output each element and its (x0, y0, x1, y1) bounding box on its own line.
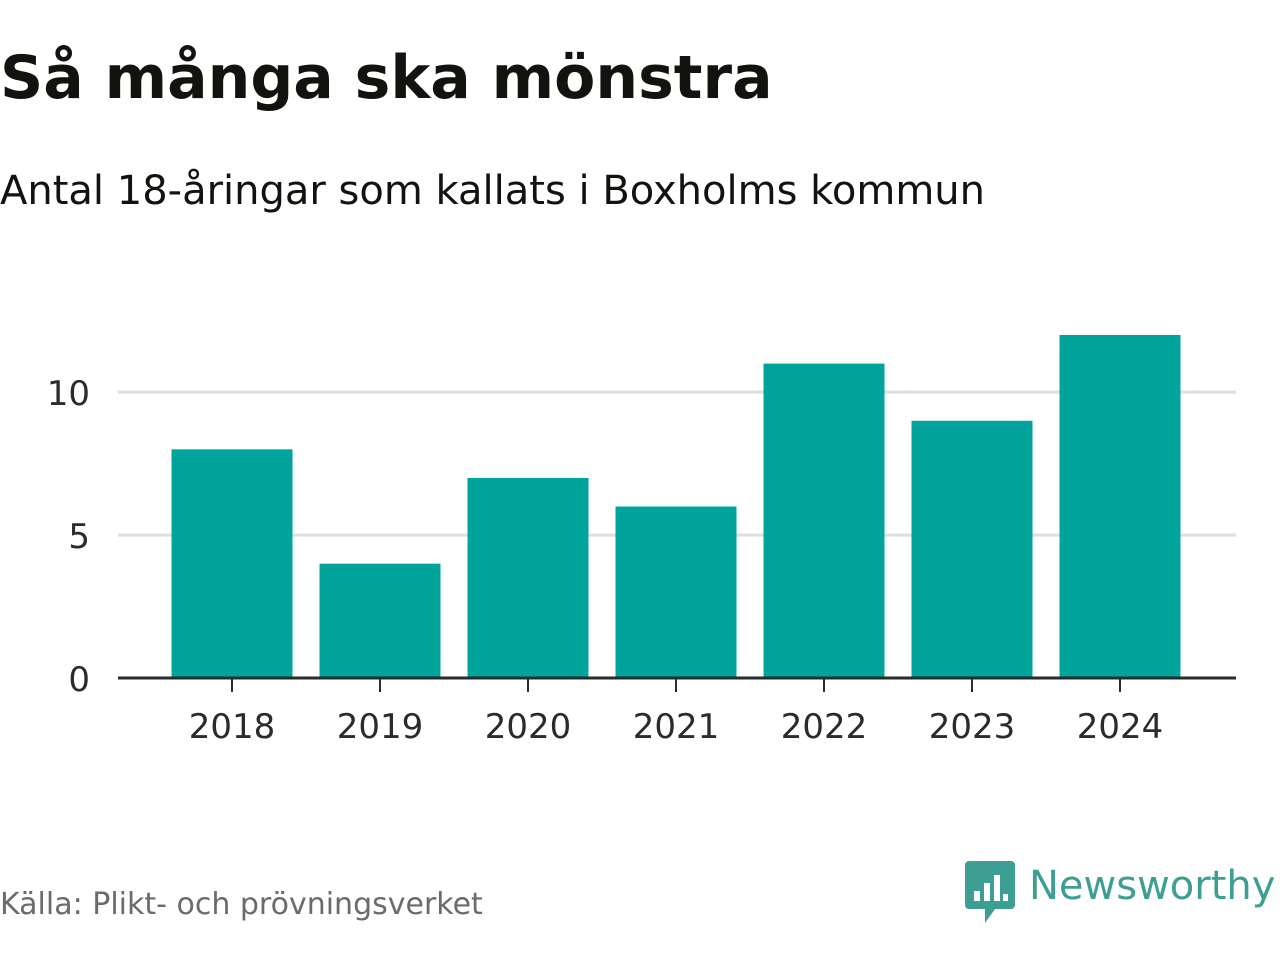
bar-2020 (467, 477, 589, 678)
source-note: Källa: Plikt- och prövningsverket (0, 887, 483, 922)
x-tick-label: 2021 (633, 707, 720, 747)
x-tick-label: 2018 (189, 707, 276, 747)
bar-2018 (171, 449, 293, 678)
bar-chart-speech-bubble-icon (965, 861, 1015, 923)
x-tick-label: 2023 (929, 707, 1016, 747)
bar-2022 (763, 363, 885, 678)
chart-subtitle: Antal 18-åringar som kallats i Boxholms … (0, 168, 985, 214)
y-tick-label: 5 (68, 517, 90, 557)
x-tick-label: 2024 (1077, 707, 1164, 747)
chart-title: Så många ska mönstra (0, 43, 773, 113)
bar-2024 (1059, 335, 1181, 678)
x-tick-label: 2019 (337, 707, 424, 747)
y-tick-label: 0 (68, 660, 90, 700)
bar-2019 (319, 563, 441, 678)
brand-name: Newsworthy (1029, 863, 1276, 909)
bar-2021 (615, 506, 737, 678)
brand-logo: Newsworthy (965, 860, 1275, 924)
x-tick-label: 2020 (485, 707, 572, 747)
y-tick-label: 10 (47, 374, 90, 414)
x-tick-label: 2022 (781, 707, 868, 747)
bar-2023 (911, 420, 1033, 678)
